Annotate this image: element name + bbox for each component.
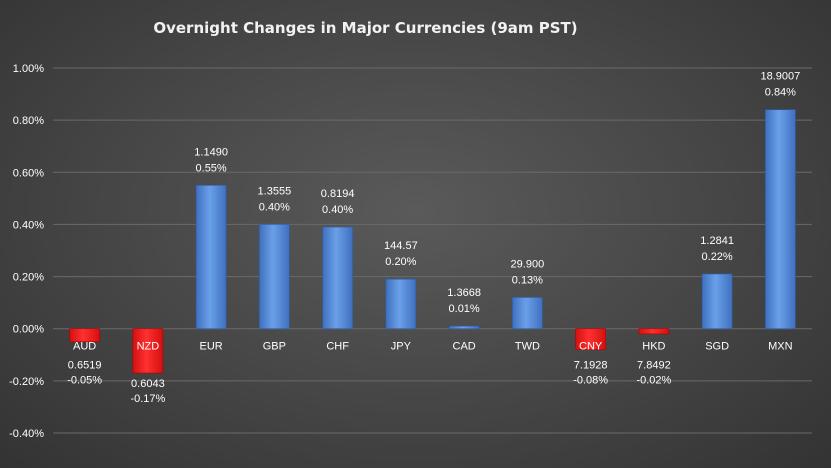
percent-label: -0.02% xyxy=(636,375,671,387)
rate-label: 0.8194 xyxy=(321,188,355,200)
percent-label: 0.01% xyxy=(449,303,480,315)
category-label: NZD xyxy=(137,341,160,353)
rate-label: 0.6519 xyxy=(68,360,102,372)
percent-label: -0.08% xyxy=(573,375,608,387)
bar-jpy xyxy=(385,278,417,330)
category-label: GBP xyxy=(263,341,286,353)
percent-label: -0.05% xyxy=(67,375,102,387)
rate-label: 1.1490 xyxy=(194,146,228,158)
bar-twd xyxy=(512,297,543,330)
bar-eur xyxy=(195,185,227,330)
rate-label: 1.3668 xyxy=(447,287,481,299)
rate-label: 144.57 xyxy=(384,240,418,252)
percent-label: 0.84% xyxy=(765,87,796,99)
y-tick-label: -0.20% xyxy=(9,376,44,388)
y-tick-label: -0.40% xyxy=(9,428,44,440)
category-label: CAD xyxy=(453,341,476,353)
percent-label: -0.17% xyxy=(130,393,165,405)
bar-chf xyxy=(322,226,353,330)
bar-cad xyxy=(448,325,480,330)
y-tick-label: 0.40% xyxy=(13,219,44,231)
category-label: JPY xyxy=(391,341,412,353)
rate-label: 1.3555 xyxy=(258,185,292,197)
bar-mxn xyxy=(765,109,796,330)
bar-sgd xyxy=(701,273,733,330)
rate-label: 18.9007 xyxy=(760,71,800,83)
category-label: HKD xyxy=(642,341,665,353)
chart-title: Overnight Changes in Major Currencies (9… xyxy=(153,19,578,37)
rate-label: 0.6043 xyxy=(131,378,165,390)
percent-label: 0.22% xyxy=(702,251,733,263)
category-label: MXN xyxy=(768,341,793,353)
y-tick-label: 0.60% xyxy=(13,167,44,179)
category-label: EUR xyxy=(200,341,223,353)
category-label: TWD xyxy=(515,341,540,353)
category-label: CNY xyxy=(579,341,603,353)
rate-label: 1.2841 xyxy=(700,235,734,247)
percent-label: 0.40% xyxy=(259,201,290,213)
rate-label: 29.900 xyxy=(511,258,545,270)
bar-cny xyxy=(575,328,606,350)
bar-nzd xyxy=(132,328,164,374)
y-tick-label: 0.00% xyxy=(13,324,44,336)
y-tick-label: 1.00% xyxy=(13,63,44,75)
y-tick-label: 0.20% xyxy=(13,272,44,284)
y-tick-label: 0.80% xyxy=(13,115,44,127)
bar-hkd xyxy=(638,328,670,335)
percent-label: 0.20% xyxy=(385,256,416,268)
category-label: CHF xyxy=(326,341,349,353)
percent-label: 0.13% xyxy=(512,274,543,286)
category-label: AUD xyxy=(73,341,96,353)
percent-label: 0.55% xyxy=(196,162,227,174)
category-label: SGD xyxy=(705,341,729,353)
bar-gbp xyxy=(259,224,290,330)
rate-label: 7.8492 xyxy=(637,360,671,372)
bar-aud xyxy=(69,328,100,343)
percent-label: 0.40% xyxy=(322,204,353,216)
rate-label: 7.1928 xyxy=(574,360,608,372)
